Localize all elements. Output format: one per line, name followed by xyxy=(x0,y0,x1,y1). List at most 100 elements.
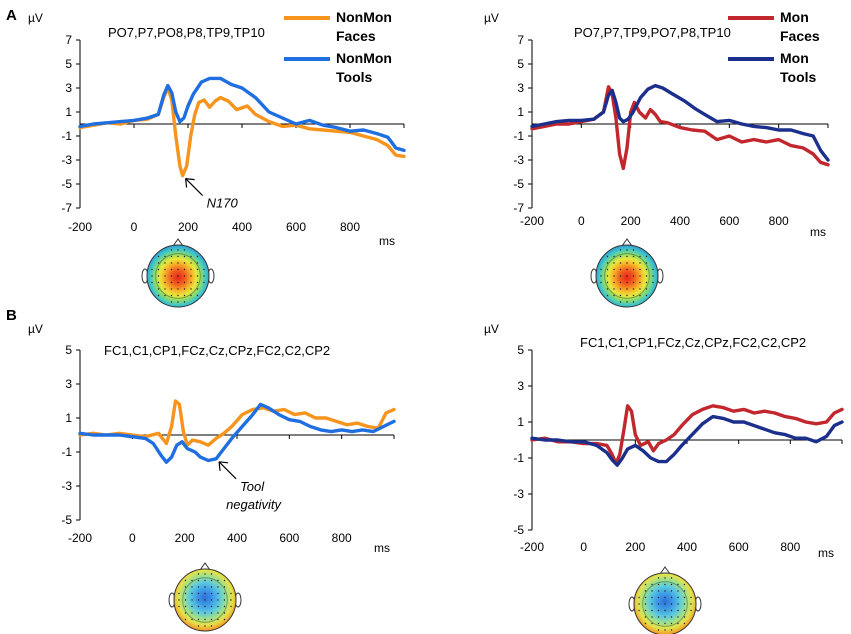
x-tick-label: -200 xyxy=(68,531,92,545)
electrode-dot xyxy=(217,605,219,608)
electrode-dot xyxy=(177,262,179,264)
electrode-dot xyxy=(626,275,628,277)
electrode-dot xyxy=(164,275,166,277)
electrode-dot xyxy=(204,592,206,595)
x-unit-label: ms xyxy=(818,546,834,560)
electrode-dot xyxy=(632,288,635,290)
electrode-dot xyxy=(196,281,199,284)
electrode-dot xyxy=(184,579,187,582)
x-tick-label: 400 xyxy=(227,531,247,545)
electrode-dot xyxy=(203,281,205,284)
y-tick-label: -3 xyxy=(61,153,72,167)
electrode-dot xyxy=(164,281,166,284)
y-unit-label: µV xyxy=(484,11,499,25)
series-line-1 xyxy=(78,76,406,153)
electrode-dot xyxy=(196,262,199,264)
electrode-dot xyxy=(632,281,635,284)
y-unit-label: µV xyxy=(484,322,499,336)
electrode-dot xyxy=(619,262,622,264)
electrode-dot xyxy=(644,596,647,599)
electrode-dot xyxy=(639,255,641,258)
x-tick-label: 800 xyxy=(769,214,789,228)
electrode-dot xyxy=(210,605,213,608)
x-tick-label: -200 xyxy=(520,540,544,554)
electrode-dot xyxy=(639,275,641,277)
electrode-dot xyxy=(178,605,180,608)
electrode-dot xyxy=(217,618,219,621)
electrode-dot xyxy=(677,616,679,618)
electrode-dot xyxy=(606,281,609,284)
x-tick-label: 0 xyxy=(580,540,587,554)
electrode-dot xyxy=(170,294,173,297)
electrode-dot xyxy=(197,618,200,621)
electrode-dot xyxy=(652,275,654,277)
x-tick-label: 800 xyxy=(332,531,352,545)
chart-a-mon: 7 5 3 1 -1 -3 -5 -7-200 0 200 400 600 800 µV ms PO7,P7,… xyxy=(484,9,830,239)
electrode-dot xyxy=(613,288,615,290)
electrode-dot xyxy=(657,577,660,579)
scalp-contour xyxy=(155,253,201,299)
electrode-dot xyxy=(638,603,640,605)
y-tick-label: 5 xyxy=(517,343,524,357)
x-tick-label: 200 xyxy=(178,220,198,234)
electrode-dot xyxy=(670,583,673,586)
x-tick-label: -200 xyxy=(68,220,92,234)
electrode-dot xyxy=(645,275,648,277)
electrode-dot xyxy=(184,605,187,608)
electrode-dot xyxy=(184,592,187,595)
y-tick-label: -3 xyxy=(513,153,524,167)
electrode-dot xyxy=(203,268,205,271)
electrode-dot xyxy=(632,275,635,277)
electrode-dot xyxy=(210,612,213,614)
electrode-dot xyxy=(606,288,609,290)
electrode-dot xyxy=(210,573,213,575)
electrode-dot xyxy=(204,579,206,582)
electrode-dot xyxy=(677,603,679,605)
electrode-dot xyxy=(613,268,615,271)
electrode-dot xyxy=(670,596,673,599)
y-tick-label: -1 xyxy=(61,445,72,459)
legend-label: Faces xyxy=(780,28,820,44)
electrode-dot xyxy=(670,577,673,579)
electrode-dot xyxy=(223,618,226,621)
electrode-dot xyxy=(177,255,179,258)
x-tick-label: 800 xyxy=(780,540,800,554)
electrode-dot xyxy=(230,599,232,601)
annotation-arrowhead xyxy=(218,461,229,471)
x-tick-label: 0 xyxy=(131,220,138,234)
topomap-b-nonmon xyxy=(168,562,242,632)
electrode-dot xyxy=(204,612,206,614)
electrode-dot xyxy=(652,268,654,271)
y-tick-label: -1 xyxy=(513,129,524,143)
electrode-dot xyxy=(652,281,654,284)
electrode-dot xyxy=(677,622,679,625)
electrode-dot xyxy=(639,294,641,297)
annotation-arrow xyxy=(218,461,237,480)
electrode-dot xyxy=(613,275,615,277)
electrode-dot xyxy=(644,609,647,612)
topomap-a-mon xyxy=(590,238,664,308)
electrode-dot xyxy=(183,288,186,290)
electrode-dot xyxy=(626,262,628,264)
electrode-dot xyxy=(183,262,186,264)
electrode-dot xyxy=(164,294,166,297)
electrode-dot xyxy=(217,586,219,588)
topomap-a-nonmon xyxy=(141,238,215,308)
electrode-dot xyxy=(196,268,199,271)
electrode-dot xyxy=(600,281,602,284)
electrode-dot xyxy=(157,294,160,297)
y-tick-label: 3 xyxy=(517,379,524,393)
head-nose xyxy=(199,562,211,571)
electrode-dot xyxy=(619,288,622,290)
electrode-dot xyxy=(183,268,186,271)
panel-label-a: A xyxy=(6,7,17,24)
y-tick-label: 3 xyxy=(65,377,72,391)
x-tick-label: 600 xyxy=(286,220,306,234)
electrode-dot xyxy=(217,612,219,614)
electrode-dot xyxy=(157,275,160,277)
series-line-1 xyxy=(78,402,396,464)
electrode-dot xyxy=(197,586,200,588)
electrode-dot xyxy=(157,262,160,264)
electrode-dot xyxy=(190,288,192,290)
y-tick-label: 5 xyxy=(65,343,72,357)
